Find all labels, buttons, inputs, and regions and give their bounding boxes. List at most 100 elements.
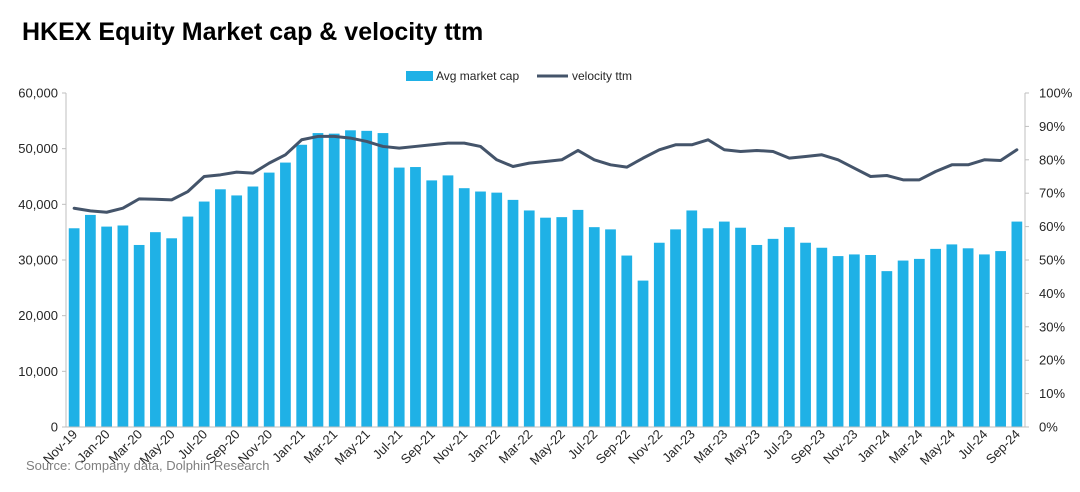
bar-53 [930,248,941,427]
bar-1 [85,214,96,427]
legend-label-velocity: velocity ttm [572,69,632,83]
y-left-tick-label: 0 [51,420,58,435]
x-tick-label: Jan-21 [269,427,308,466]
bar-6 [166,238,178,427]
y-right-tick-label: 70% [1039,186,1065,201]
y-left-tick-label: 10,000 [18,364,58,379]
bar-44 [783,227,795,427]
x-tick-label: Sep-24 [983,427,1023,467]
y-right-tick-label: 50% [1039,253,1065,268]
x-tick-label: Sep-22 [593,427,633,467]
bar-9 [215,189,226,427]
y-left-tick-label: 50,000 [18,141,58,156]
bar-48 [848,254,860,427]
bar-11 [247,186,259,427]
y-left-tick-label: 30,000 [18,253,58,268]
y-right-tick-label: 0% [1039,420,1058,435]
y-left-tick-label: 60,000 [18,86,58,101]
bar-15 [312,133,324,427]
bar-43 [767,238,779,427]
bar-4 [133,244,145,427]
bar-27 [507,199,519,427]
y-right-tick-label: 90% [1039,119,1065,134]
bar-3 [117,225,129,427]
bar-14 [296,144,308,427]
legend-swatch-market-cap [406,71,433,81]
bar-55 [962,248,974,427]
bar-30 [556,217,568,427]
bar-52 [913,258,925,427]
bar-12 [263,172,275,427]
y-left-tick-label: 20,000 [18,308,58,323]
bar-18 [361,130,373,427]
bar-0 [68,228,80,427]
bar-36 [653,242,665,427]
bar-45 [800,242,811,427]
x-tick-label: Sep-23 [788,427,828,467]
bar-5 [150,232,161,427]
bar-10 [231,195,243,427]
source-note: Source: Company data, Dolphin Research [26,458,270,473]
x-tick-label: Nov-23 [820,427,860,467]
x-tick-label: Jan-23 [659,427,698,466]
bar-35 [637,280,649,427]
legend: Avg market cap velocity ttm [406,69,632,83]
y-right-tick-label: 40% [1039,286,1065,301]
bar-46 [816,247,828,427]
bar-23 [442,175,454,427]
bar-39 [702,228,714,427]
bar-47 [832,256,844,427]
bar-13 [280,162,291,427]
bar-42 [751,244,763,427]
bar-19 [377,133,389,427]
bar-54 [946,244,958,427]
x-tick-label: May-23 [722,427,763,468]
line-series [72,134,1019,214]
bar-37 [670,229,681,427]
x-tick-label: May-21 [332,427,373,468]
bar-20 [393,167,405,427]
x-tick-label: Nov-21 [430,427,470,467]
x-tick-label: Nov-22 [625,427,665,467]
bar-8 [198,201,210,427]
y-right-tick-label: 60% [1039,219,1065,234]
bar-58 [1011,221,1023,427]
bar-22 [426,180,438,427]
bar-34 [621,255,633,427]
x-tick-label: Jan-22 [464,427,503,466]
bar-29 [540,217,551,427]
bar-57 [995,251,1006,427]
bar-49 [865,254,876,427]
bar-50 [881,271,893,427]
x-tick-label: Sep-21 [398,427,438,467]
bar-40 [718,221,730,427]
bar-38 [686,210,698,427]
y-right-tick-label: 10% [1039,386,1065,401]
x-tick-label: May-22 [527,427,568,468]
bar-32 [588,227,600,427]
y-right-tick-label: 80% [1039,152,1065,167]
y-right-tick-label: 30% [1039,319,1065,334]
bar-series [68,130,1023,428]
bar-31 [572,209,584,427]
bar-17 [345,130,356,428]
bar-21 [410,167,421,428]
bar-41 [735,227,746,427]
bar-2 [101,226,112,427]
y-right-tick-label: 100% [1039,86,1073,101]
bar-51 [897,260,909,427]
bar-24 [458,188,470,427]
y-left-tick-labels: 0 10,000 20,000 30,000 40,000 50,000 60,000 [18,86,66,435]
y-right-tick-labels: 0% 10% 20% 30% 40% 50% 60% 70% 80% 90% 100% [1025,86,1073,435]
x-tick-label: May-24 [917,427,958,468]
x-tick-label: Jan-24 [854,427,893,466]
y-left-tick-label: 40,000 [18,197,58,212]
bar-56 [979,254,990,427]
bar-7 [182,216,194,427]
bar-16 [328,133,340,427]
chart-title: HKEX Equity Market cap & velocity ttm [22,18,484,46]
bar-33 [605,229,616,427]
bar-25 [475,191,486,427]
bar-28 [523,210,535,427]
